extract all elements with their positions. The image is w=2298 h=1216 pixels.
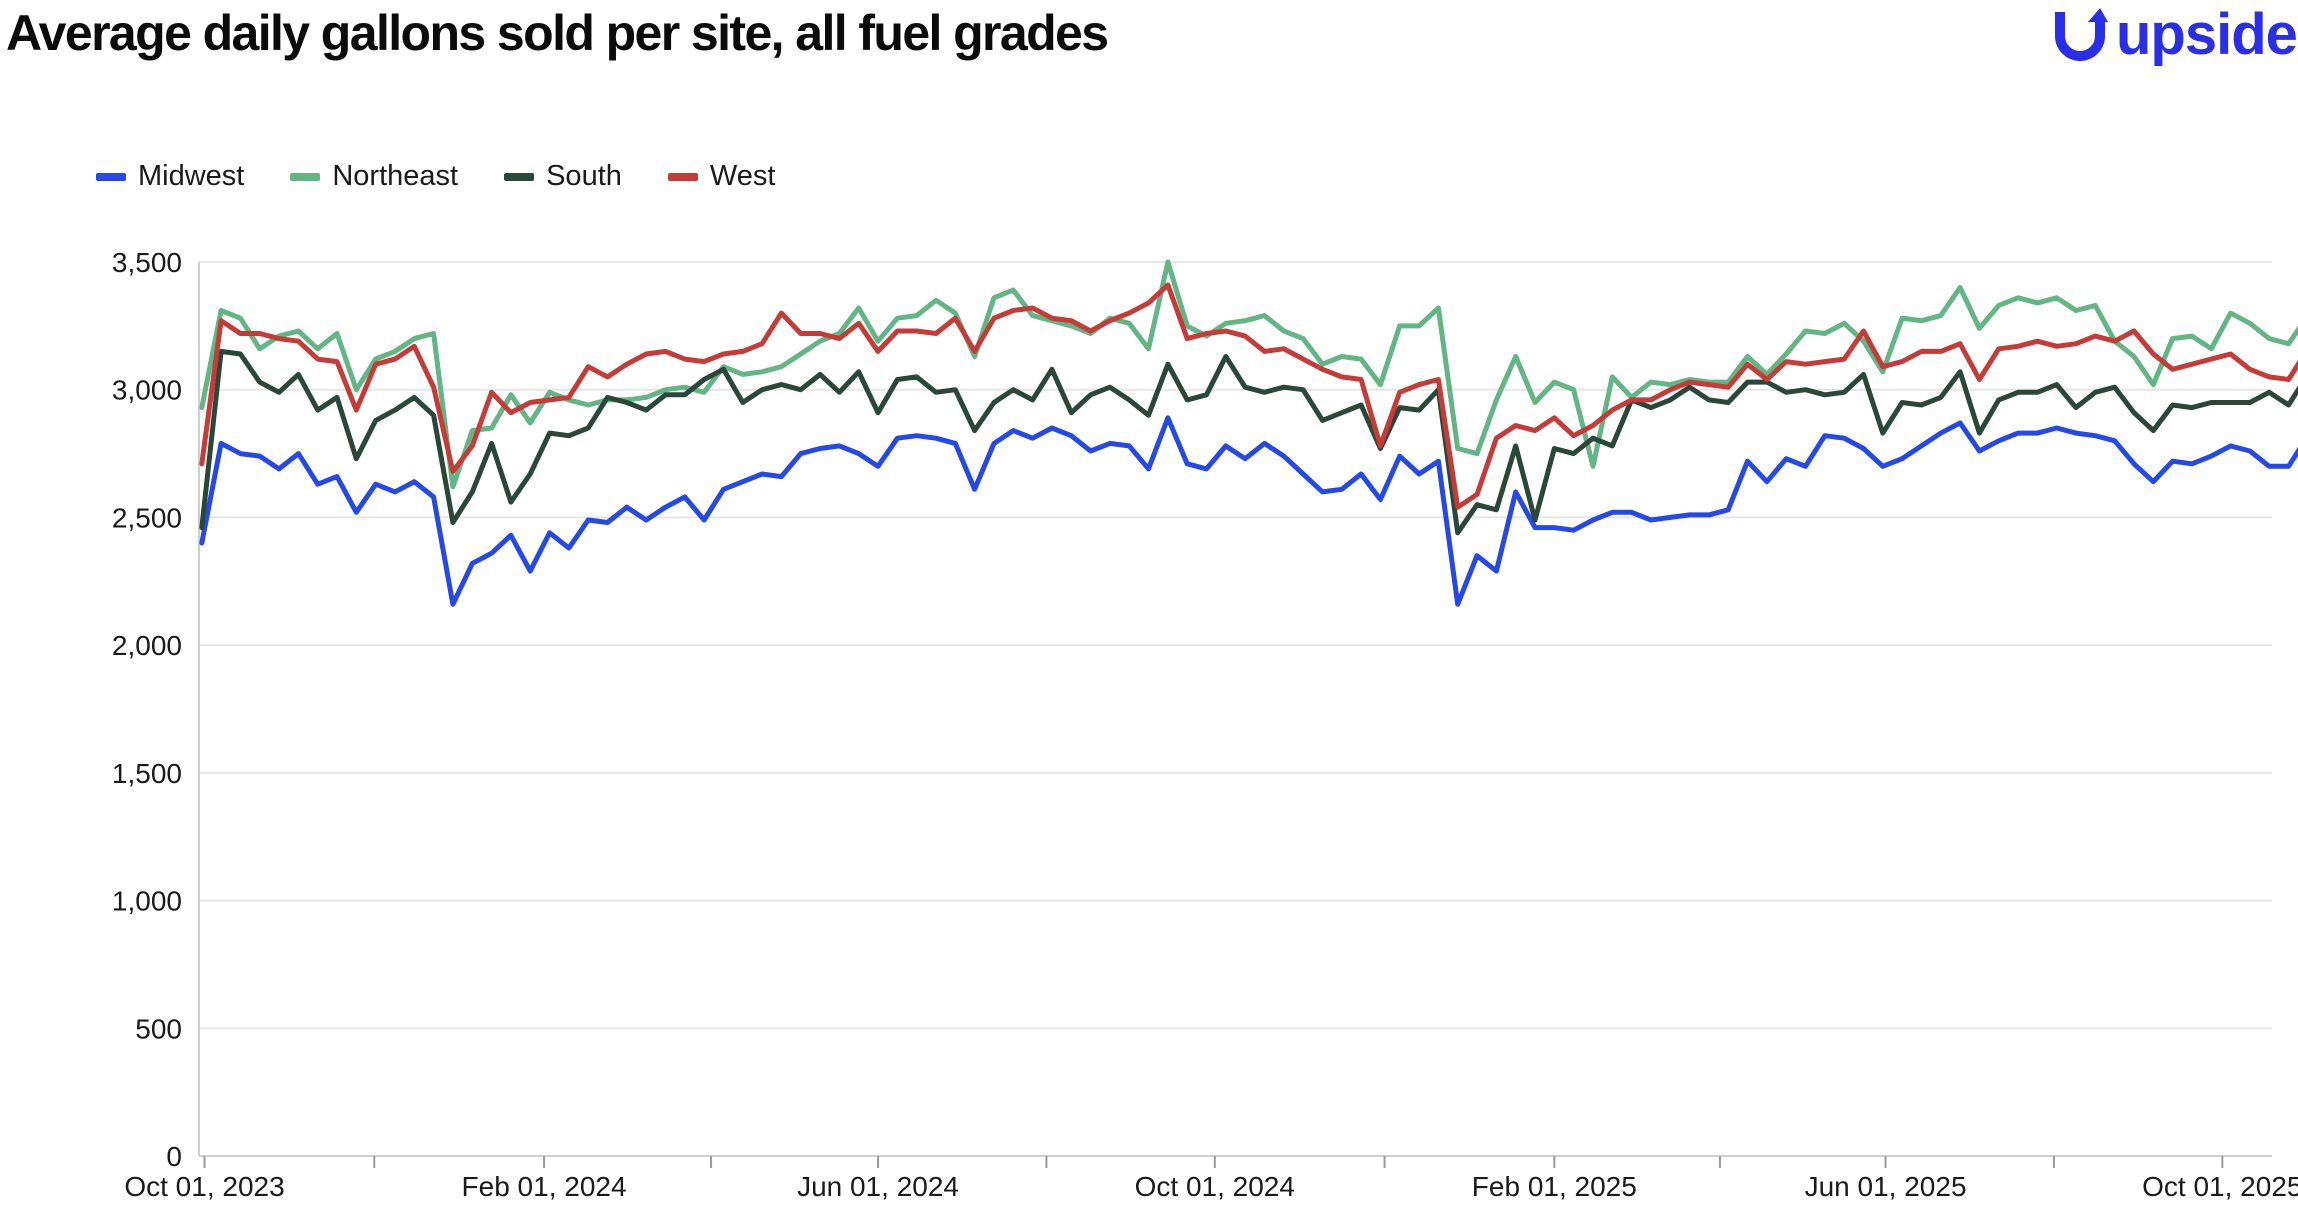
legend-label: South — [546, 160, 622, 192]
x-tick-label: Oct 01, 2023 — [124, 1171, 284, 1202]
x-tick-label: Oct 01, 2024 — [1135, 1171, 1295, 1202]
x-axis: Oct 01, 2023 Feb 01, 2024 Jun 01, 2024 Oct … — [124, 1156, 2298, 1202]
x-tick-label: Jun 01, 2025 — [1805, 1171, 1967, 1202]
series-line-south — [199, 348, 2298, 536]
series-line-northeast — [199, 259, 2298, 490]
series-lines — [199, 259, 2298, 607]
legend-item-west[interactable]: West — [667, 160, 776, 193]
legend-item-south[interactable]: South — [504, 160, 622, 193]
y-tick-label: 0 — [166, 1141, 182, 1172]
x-tick-label: Jun 01, 2024 — [797, 1171, 959, 1202]
y-tick-label: 500 — [135, 1013, 182, 1044]
chart-title: Average daily gallons sold per site, all… — [6, 5, 1109, 61]
logo-text: upside — [2116, 1, 2298, 67]
x-tick-label: Oct 01, 2025 — [2142, 1171, 2298, 1202]
brand-logo[interactable]: upside — [2052, 2, 2298, 67]
y-axis: 0 500 1,000 1,500 2,000 2,500 3,000 3,500 — [112, 247, 200, 1172]
legend-item-northeast[interactable]: Northeast — [290, 160, 458, 193]
y-tick-label: 2,000 — [112, 630, 182, 661]
x-tick-label: Feb 01, 2025 — [1472, 1171, 1637, 1202]
y-tick-label: 3,000 — [112, 375, 182, 406]
x-tick-label: Feb 01, 2024 — [462, 1171, 627, 1202]
series-line-midwest — [199, 415, 2298, 607]
y-tick-label: 1,500 — [112, 758, 182, 789]
legend-item-midwest[interactable]: Midwest — [96, 160, 244, 193]
upside-logo-icon — [2055, 8, 2108, 61]
legend-label: Northeast — [332, 160, 459, 192]
legend-label: Midwest — [138, 160, 245, 192]
legend-swatch — [667, 172, 698, 181]
y-tick-label: 3,500 — [112, 247, 182, 278]
y-tick-label: 1,000 — [112, 886, 182, 917]
legend-swatch — [290, 172, 321, 181]
y-tick-label: 2,500 — [112, 502, 182, 533]
legend-label: West — [709, 160, 776, 192]
series-line-west — [199, 282, 2298, 510]
legend-swatch — [504, 172, 535, 181]
legend-swatch — [96, 172, 126, 181]
chart-legend: Midwest Northeast South West — [96, 160, 821, 193]
